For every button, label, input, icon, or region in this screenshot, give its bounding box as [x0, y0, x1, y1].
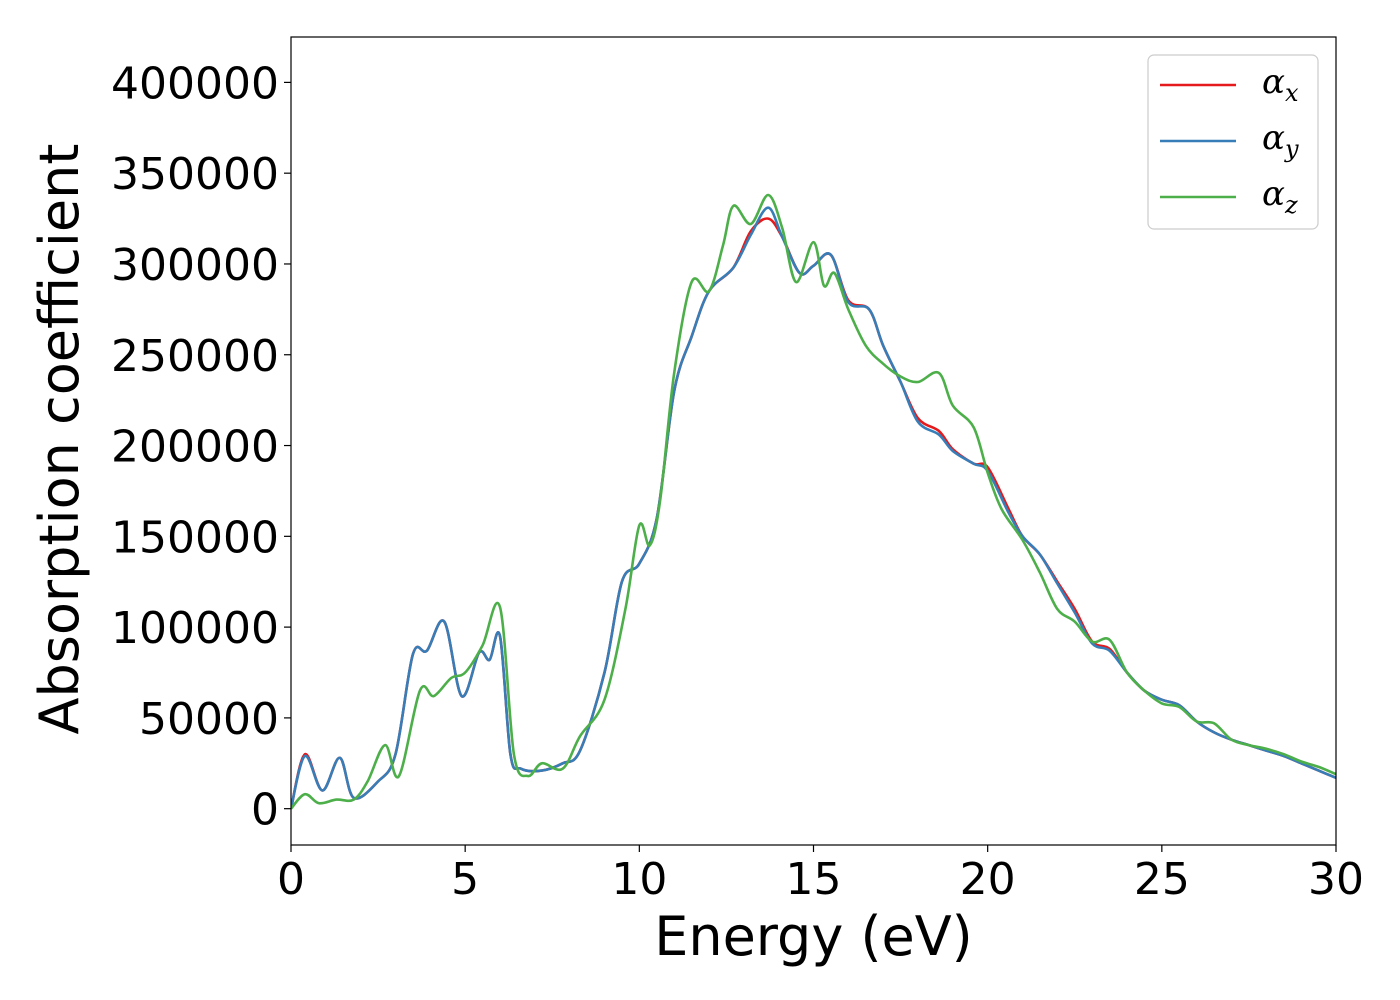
x-tick-label: 5 — [451, 854, 479, 905]
x-tick-label: 15 — [786, 854, 842, 905]
x-tick-label: 0 — [277, 854, 305, 905]
y-tick-label: 150000 — [111, 512, 279, 563]
x-tick-label: 10 — [611, 854, 667, 905]
y-axis-label: Absorption coefficient — [28, 144, 91, 735]
series-layer — [291, 193, 1336, 810]
series-line-z — [291, 193, 1336, 810]
y-axis-ticks: 0 50000 100000 150000 200000 250000 300000 3500… — [111, 58, 291, 836]
y-tick-label: 300000 — [111, 240, 279, 291]
y-tick-label: 0 — [251, 785, 279, 836]
x-tick-label: 25 — [1134, 854, 1190, 905]
series-line-x — [291, 217, 1336, 810]
y-tick-label: 350000 — [111, 149, 279, 200]
y-tick-label: 250000 — [111, 331, 279, 382]
x-axis-ticks: 0 5 10 15 20 25 30 — [277, 845, 1364, 905]
y-tick-label: 400000 — [111, 58, 279, 109]
x-axis-label: Energy (eV) — [654, 905, 973, 968]
y-tick-label: 50000 — [139, 694, 279, 745]
y-tick-label: 200000 — [111, 422, 279, 473]
series-line-y — [291, 206, 1336, 810]
x-tick-label: 20 — [960, 854, 1016, 905]
x-tick-label: 30 — [1308, 854, 1364, 905]
y-tick-label: 100000 — [111, 603, 279, 654]
